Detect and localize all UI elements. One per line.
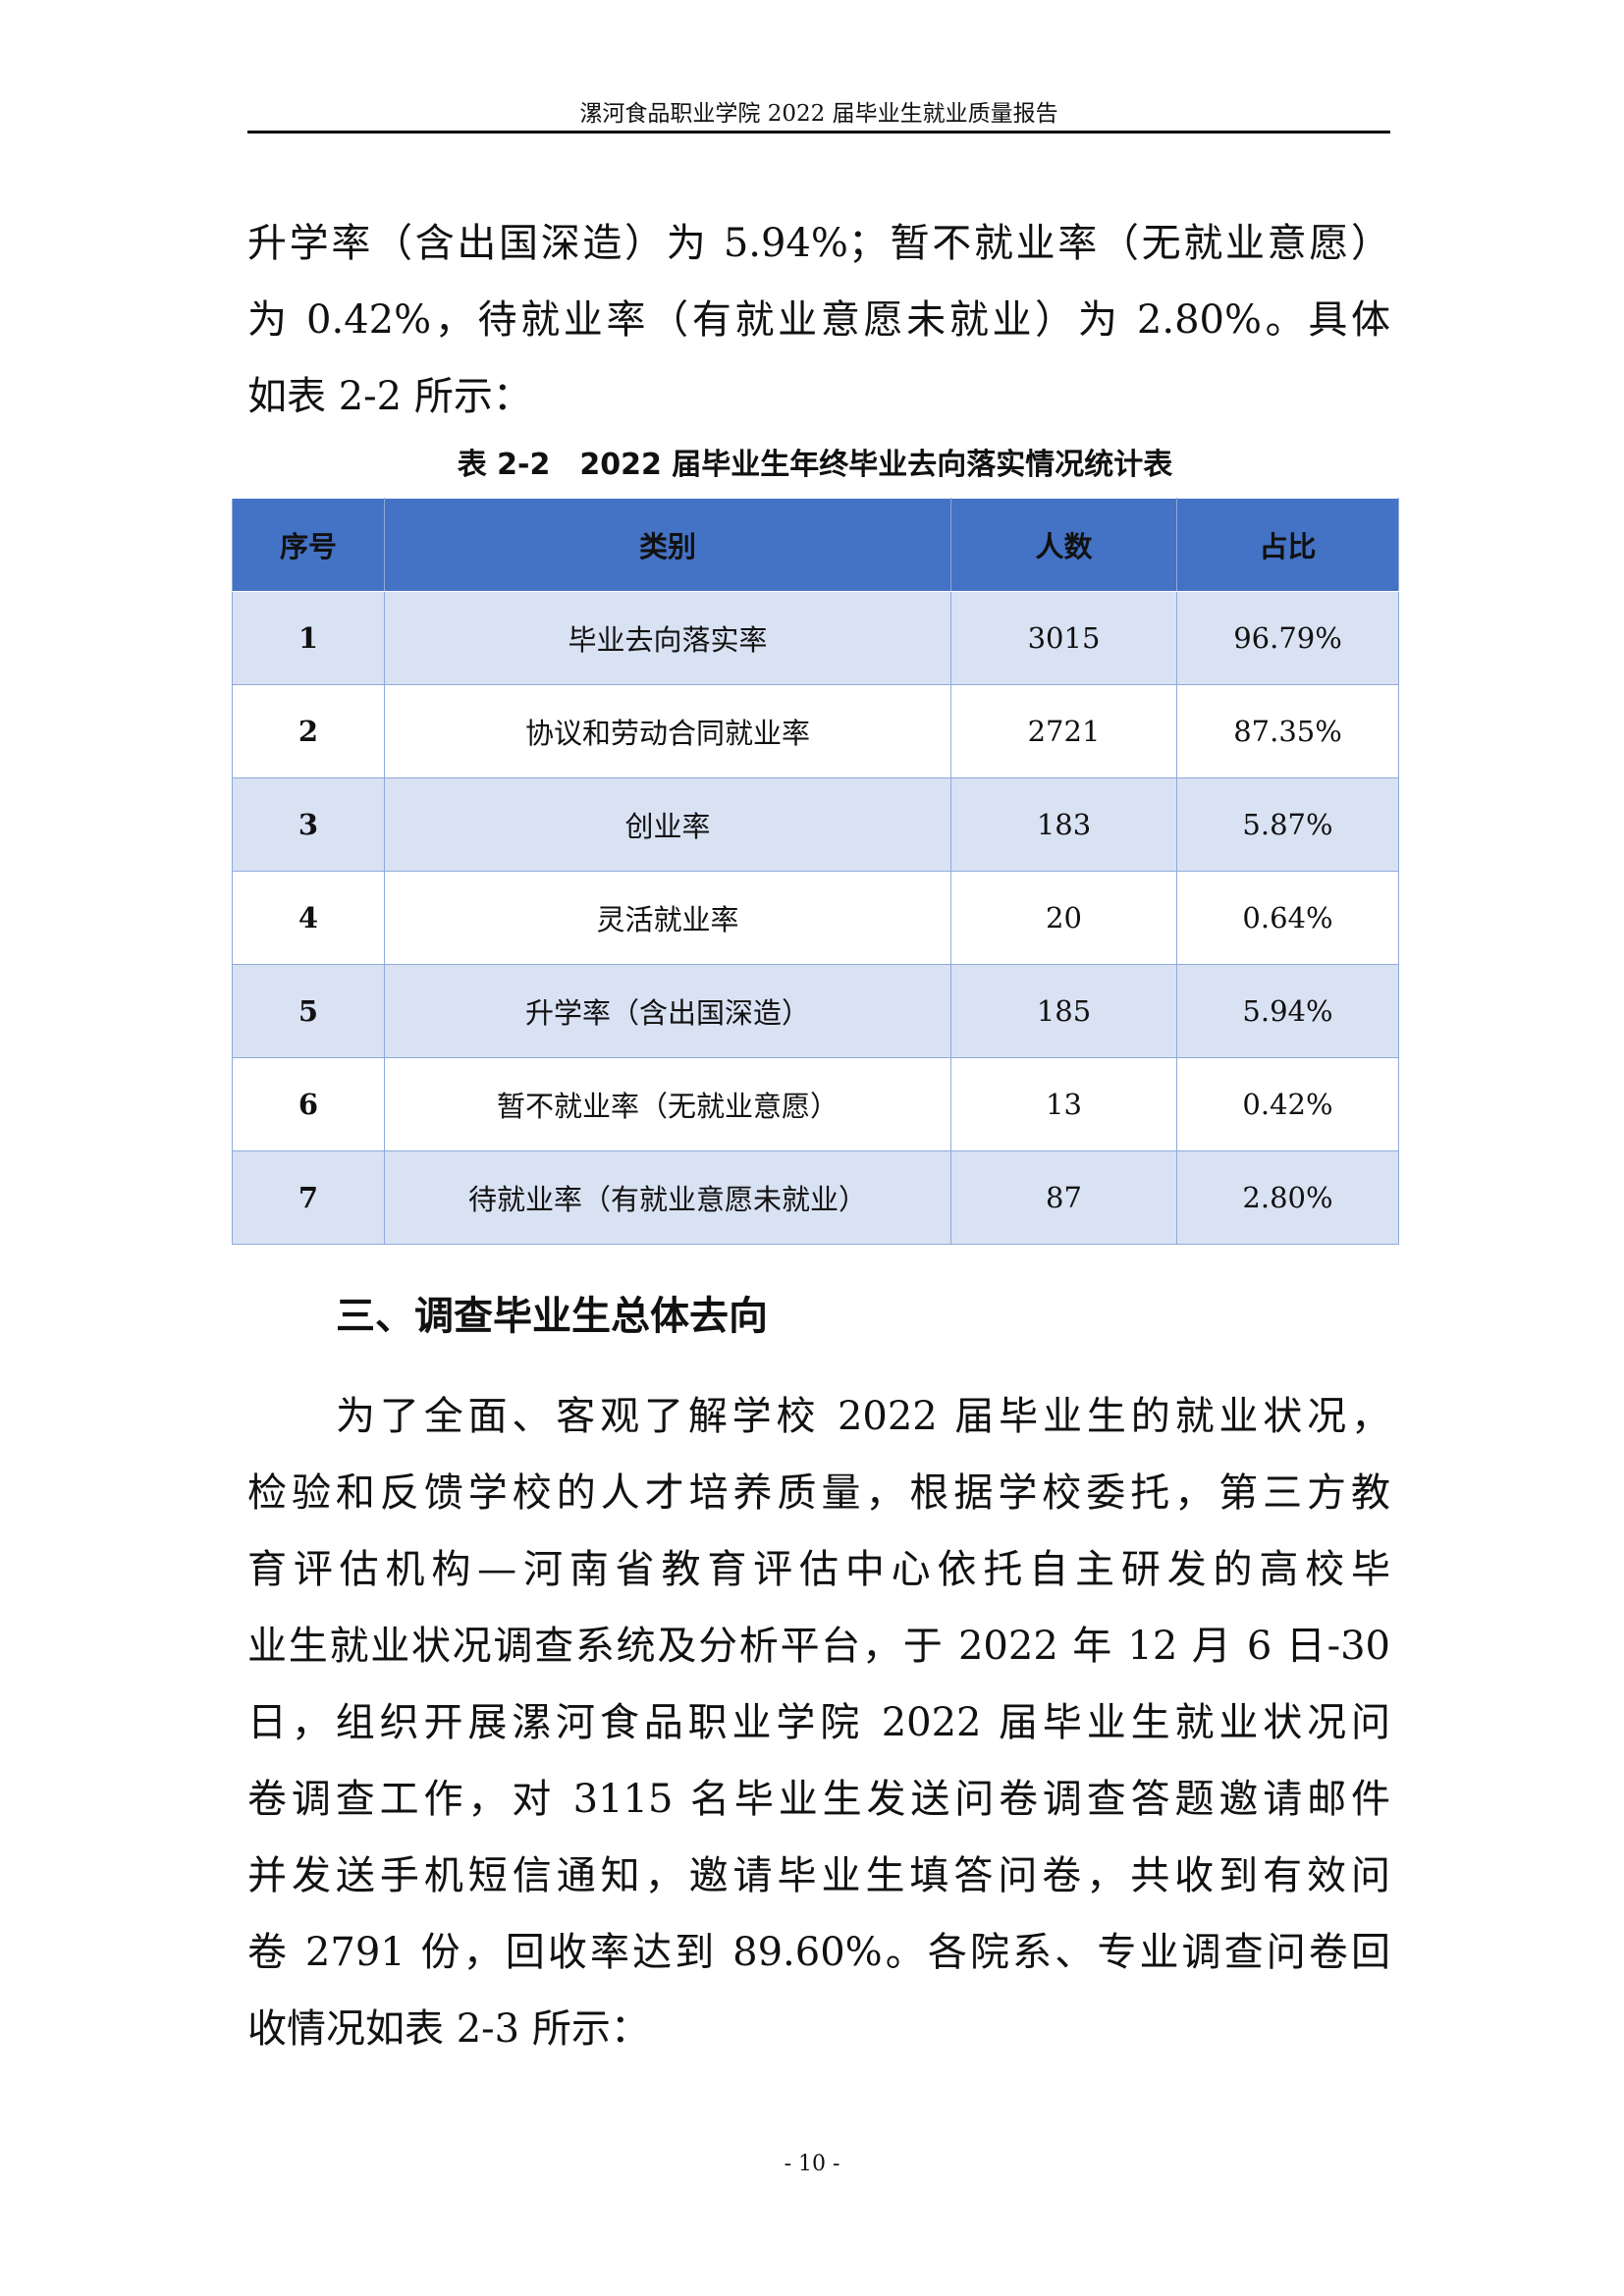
text-line: 业生就业状况调查系统及分析平台，于 2022 年 12 月 6 日-30 xyxy=(247,1624,1390,1669)
row-number: 3 xyxy=(232,777,385,872)
text-line: 卷调查工作，对 3115 名毕业生发送问卷调查答题邀请邮件 xyxy=(247,1777,1390,1822)
text-line: 为 0.42%，待就业率（有就业意愿未就业）为 2.80%。具体 xyxy=(247,297,1390,343)
category-cell: 灵活就业率 xyxy=(384,871,951,965)
category-cell: 待就业率（有就业意愿未就业） xyxy=(384,1150,951,1245)
table-row: 7 待就业率（有就业意愿未就业） 87 2.80% xyxy=(232,1150,1399,1245)
header-rule xyxy=(247,131,1390,133)
category-cell: 协议和劳动合同就业率 xyxy=(384,684,951,778)
percent-cell: 5.87% xyxy=(1176,777,1399,872)
column-header: 人数 xyxy=(950,498,1177,592)
count-cell: 13 xyxy=(950,1057,1177,1151)
text-line: 卷 2791 份，回收率达到 89.60%。各院系、专业调查问卷回 xyxy=(247,1930,1390,1975)
category-cell: 升学率（含出国深造） xyxy=(384,964,951,1058)
row-number: 1 xyxy=(232,591,385,685)
count-cell: 183 xyxy=(950,777,1177,872)
percent-cell: 96.79% xyxy=(1176,591,1399,685)
table-header-row: 序号 类别 人数 占比 xyxy=(232,498,1399,592)
text-line: 收情况如表 2-3 所示： xyxy=(247,2006,650,2052)
row-number: 5 xyxy=(232,964,385,1058)
row-number: 6 xyxy=(232,1057,385,1151)
running-header: 漯河食品职业学院 2022 届毕业生就业质量报告 xyxy=(579,101,1058,127)
column-header: 序号 xyxy=(232,498,385,592)
category-cell: 创业率 xyxy=(384,777,951,872)
table-row: 2 协议和劳动合同就业率 2721 87.35% xyxy=(232,684,1399,778)
section-heading: 三、调查毕业生总体去向 xyxy=(336,1294,768,1339)
category-cell: 毕业去向落实率 xyxy=(384,591,951,685)
text-line: 检验和反馈学校的人才培养质量，根据学校委托，第三方教 xyxy=(247,1470,1390,1516)
page-number: - 10 - xyxy=(784,2152,840,2176)
table-row: 1 毕业去向落实率 3015 96.79% xyxy=(232,591,1399,685)
text-line: 升学率（含出国深造）为 5.94%；暂不就业率（无就业意愿） xyxy=(247,221,1390,266)
table-row: 3 创业率 183 5.87% xyxy=(232,777,1399,872)
text-line: 育评估机构—河南省教育评估中心依托自主研发的高校毕 xyxy=(247,1547,1390,1592)
table-caption: 表 2-2 2022 届毕业生年终毕业去向落实情况统计表 xyxy=(457,448,1173,482)
row-number: 4 xyxy=(232,871,385,965)
table-row: 4 灵活就业率 20 0.64% xyxy=(232,871,1399,965)
text-line: 如表 2-2 所示： xyxy=(247,374,532,419)
row-number: 2 xyxy=(232,684,385,778)
text-line: 为了全面、客观了解学校 2022 届毕业生的就业状况， xyxy=(336,1394,1390,1439)
count-cell: 185 xyxy=(950,964,1177,1058)
column-header: 占比 xyxy=(1176,498,1399,592)
count-cell: 87 xyxy=(950,1150,1177,1245)
row-number: 7 xyxy=(232,1150,385,1245)
table-row: 5 升学率（含出国深造） 185 5.94% xyxy=(232,964,1399,1058)
table-row: 6 暂不就业率（无就业意愿） 13 0.42% xyxy=(232,1057,1399,1151)
text-line: 并发送手机短信通知，邀请毕业生填答问卷，共收到有效问 xyxy=(247,1853,1390,1898)
count-cell: 3015 xyxy=(950,591,1177,685)
count-cell: 20 xyxy=(950,871,1177,965)
category-cell: 暂不就业率（无就业意愿） xyxy=(384,1057,951,1151)
percent-cell: 5.94% xyxy=(1176,964,1399,1058)
count-cell: 2721 xyxy=(950,684,1177,778)
percent-cell: 0.42% xyxy=(1176,1057,1399,1151)
percent-cell: 0.64% xyxy=(1176,871,1399,965)
outcome-table: 序号 类别 人数 占比 1 毕业去向落实率 3015 96.79% 2 协议和劳动合同就业… xyxy=(232,498,1399,1245)
text-line: 日，组织开展漯河食品职业学院 2022 届毕业生就业状况问 xyxy=(247,1700,1390,1745)
column-header: 类别 xyxy=(384,498,951,592)
percent-cell: 2.80% xyxy=(1176,1150,1399,1245)
percent-cell: 87.35% xyxy=(1176,684,1399,778)
